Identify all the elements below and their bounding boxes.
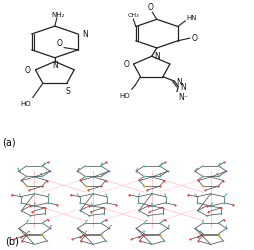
Text: N: N xyxy=(82,30,87,38)
Text: O: O xyxy=(57,39,62,48)
Text: O: O xyxy=(25,65,31,74)
Text: HO: HO xyxy=(119,92,130,98)
Text: CH₃: CH₃ xyxy=(127,14,139,18)
Text: (b): (b) xyxy=(5,236,19,246)
Text: HO: HO xyxy=(21,100,31,106)
Text: O: O xyxy=(123,60,129,68)
Text: O: O xyxy=(147,3,153,12)
Text: O: O xyxy=(191,34,197,43)
Text: N: N xyxy=(153,52,159,60)
Text: NH₂: NH₂ xyxy=(51,12,65,18)
Text: N⁻: N⁻ xyxy=(178,93,187,102)
Text: (a): (a) xyxy=(3,137,16,147)
Text: S: S xyxy=(66,87,70,96)
Text: N: N xyxy=(52,61,57,70)
Text: HN: HN xyxy=(186,15,196,21)
Text: N: N xyxy=(176,78,182,87)
Text: N: N xyxy=(180,83,185,92)
